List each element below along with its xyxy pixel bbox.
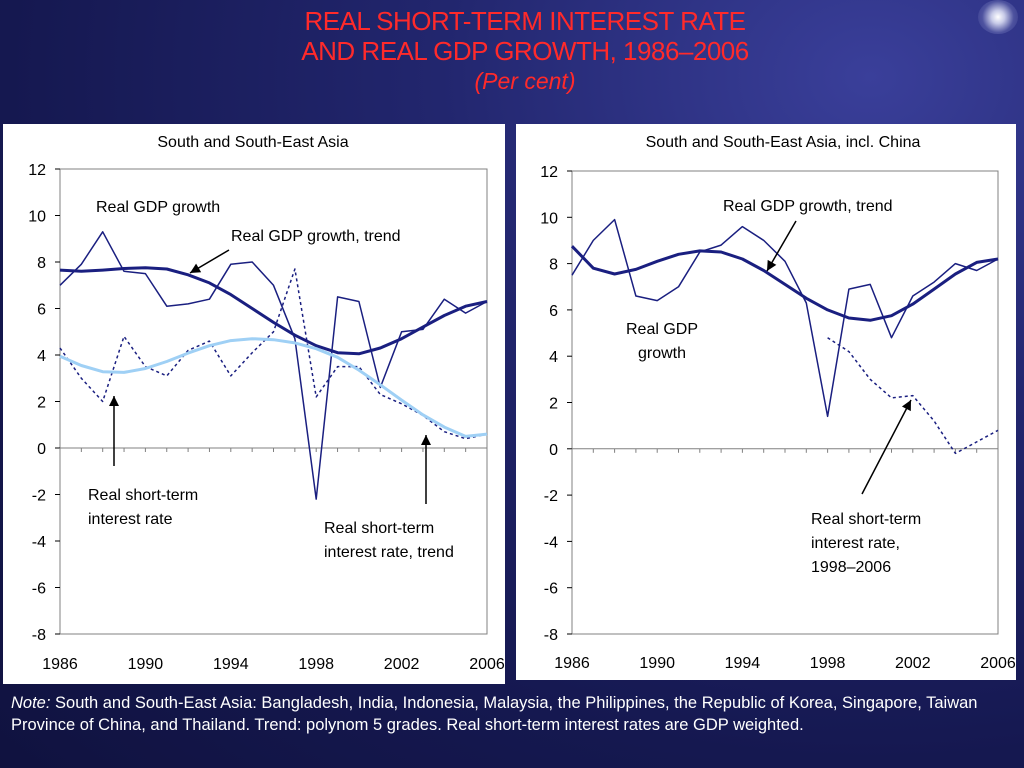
- annotation-label: Real short-term: [811, 511, 921, 528]
- series-line-real-gdp-growth: [59, 231, 488, 500]
- y-tick-label: 6: [549, 303, 558, 320]
- y-tick-label: -4: [544, 534, 558, 551]
- annotation-label: Real GDP growth, trend: [231, 228, 401, 245]
- title-line-1: REAL SHORT-TERM INTEREST RATE: [304, 6, 746, 36]
- series-line-real-gdp-growth: [571, 218, 999, 418]
- chart-title: South and South-East Asia: [157, 134, 348, 151]
- y-tick-label: 10: [28, 209, 46, 226]
- y-tick-label: -8: [544, 627, 558, 644]
- y-tick-label: 2: [549, 396, 558, 413]
- y-tick-label: -2: [32, 488, 46, 505]
- footnote-label: Note:: [11, 694, 51, 712]
- y-tick-label: -6: [32, 581, 46, 598]
- title-line-2: AND REAL GDP GROWTH, 1986–2006: [301, 36, 749, 66]
- x-tick-label: 2002: [384, 656, 420, 673]
- y-tick-label: 8: [549, 257, 558, 274]
- chart-panel-right: South and South-East Asia, incl. China 12…: [516, 124, 1016, 680]
- series-line-real-short-term-interest-rate-trend: [59, 337, 488, 438]
- y-tick-label: 2: [37, 395, 46, 412]
- annotation-label: Real short-term: [324, 520, 434, 537]
- y-tick-label: 12: [540, 164, 558, 181]
- title-subtitle: (Per cent): [474, 68, 576, 94]
- decorative-orb: [978, 0, 1018, 34]
- series-line-real-short-term-interest-rate-1998-2006: [827, 337, 999, 455]
- annotation-label: growth: [638, 345, 686, 362]
- x-tick-label: 2006: [469, 656, 505, 673]
- series-line-real-gdp-growth-trend: [570, 245, 999, 322]
- series-line-real-gdp-growth-trend: [59, 266, 488, 356]
- annotation-label: Real short-term: [88, 487, 198, 504]
- y-tick-label: -4: [32, 534, 46, 551]
- y-tick-label: 4: [549, 349, 558, 366]
- footnote: Note: South and South-East Asia: Banglad…: [11, 692, 1016, 736]
- y-tick-label: 0: [37, 441, 46, 458]
- x-tick-label: 1998: [810, 655, 846, 672]
- y-tick-label: 4: [37, 348, 46, 365]
- chart-right: South and South-East Asia, incl. China 12…: [540, 134, 1016, 672]
- x-tick-label: 2006: [980, 655, 1016, 672]
- chart-left: South and South-East Asia 12 10 8 6 4 2 0 -2 -4 -6…: [28, 134, 505, 673]
- y-tick-label: 10: [540, 210, 558, 227]
- annotation-arrow-line: [861, 399, 912, 495]
- chart-panel-left: South and South-East Asia 12 10 8 6 4 2 0 -2 -4 -6…: [3, 124, 505, 684]
- annotation-arrow-head: [767, 259, 777, 271]
- y-tick-label: 0: [549, 442, 558, 459]
- annotation-arrow-head: [190, 263, 202, 273]
- x-tick-label: 1998: [298, 656, 334, 673]
- x-tick-label: 1994: [725, 655, 761, 672]
- y-tick-label: -8: [32, 627, 46, 644]
- annotation-label: Real GDP growth: [96, 199, 220, 216]
- y-tick-label: 12: [28, 162, 46, 179]
- y-tick-label: -2: [544, 488, 558, 505]
- annotation-arrow-head: [109, 396, 119, 406]
- y-tick-label: -6: [544, 581, 558, 598]
- y-tick-label: 8: [37, 255, 46, 272]
- annotation-arrow-head: [901, 400, 911, 412]
- x-tick-label: 2002: [895, 655, 931, 672]
- annotation-label: interest rate: [88, 511, 173, 528]
- footnote-text: South and South-East Asia: Bangladesh, I…: [11, 694, 978, 734]
- x-tick-label: 1994: [213, 656, 249, 673]
- x-tick-label: 1990: [639, 655, 675, 672]
- slide-title: REAL SHORT-TERM INTEREST RATE AND REAL G…: [0, 6, 1024, 96]
- annotation-label: 1998–2006: [811, 559, 891, 576]
- annotation-label: Real GDP: [626, 321, 698, 338]
- chart-title: South and South-East Asia, incl. China: [646, 134, 921, 151]
- x-tick-label: 1986: [42, 656, 78, 673]
- annotation-arrow-head: [421, 435, 431, 445]
- annotation-label: Real GDP growth, trend: [723, 198, 893, 215]
- y-tick-label: 6: [37, 302, 46, 319]
- annotation-label: interest rate, trend: [324, 544, 454, 561]
- annotation-label: interest rate,: [811, 535, 900, 552]
- x-tick-label: 1986: [554, 655, 590, 672]
- x-tick-label: 1990: [128, 656, 164, 673]
